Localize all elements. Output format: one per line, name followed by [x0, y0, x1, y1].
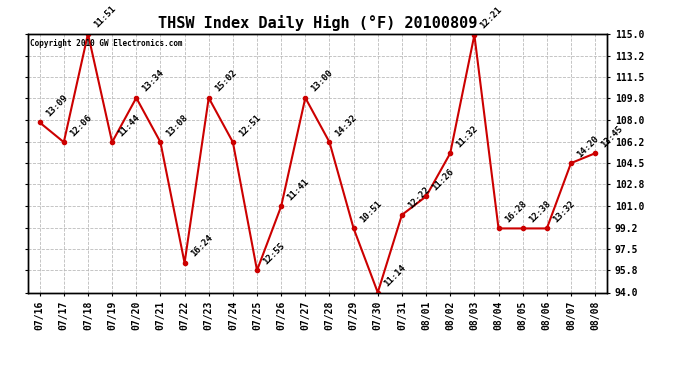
Text: 14:32: 14:32: [334, 112, 359, 138]
Text: 13:09: 13:09: [44, 93, 69, 118]
Text: 11:41: 11:41: [286, 177, 310, 202]
Text: 16:28: 16:28: [503, 199, 528, 224]
Text: 11:51: 11:51: [92, 4, 117, 30]
Text: 15:02: 15:02: [213, 68, 238, 94]
Text: 11:26: 11:26: [431, 167, 455, 192]
Text: 12:55: 12:55: [262, 241, 286, 266]
Text: 12:21: 12:21: [479, 6, 504, 31]
Text: 13:32: 13:32: [551, 199, 576, 224]
Text: 12:51: 12:51: [237, 112, 262, 138]
Title: THSW Index Daily High (°F) 20100809: THSW Index Daily High (°F) 20100809: [158, 15, 477, 31]
Text: 14:20: 14:20: [575, 134, 600, 159]
Text: 12:06: 12:06: [68, 112, 93, 138]
Text: 13:08: 13:08: [165, 112, 190, 138]
Text: 13:34: 13:34: [141, 68, 166, 94]
Text: 12:38: 12:38: [527, 199, 552, 224]
Text: 11:14: 11:14: [382, 263, 407, 288]
Text: 13:45: 13:45: [600, 124, 624, 149]
Text: 11:44: 11:44: [117, 112, 141, 138]
Text: 11:32: 11:32: [455, 124, 480, 149]
Text: Copyright 2010 GW Electronics.com: Copyright 2010 GW Electronics.com: [30, 39, 183, 48]
Text: 10:51: 10:51: [358, 199, 383, 224]
Text: 12:22: 12:22: [406, 185, 431, 211]
Text: 16:24: 16:24: [189, 233, 214, 259]
Text: 13:00: 13:00: [310, 68, 335, 94]
